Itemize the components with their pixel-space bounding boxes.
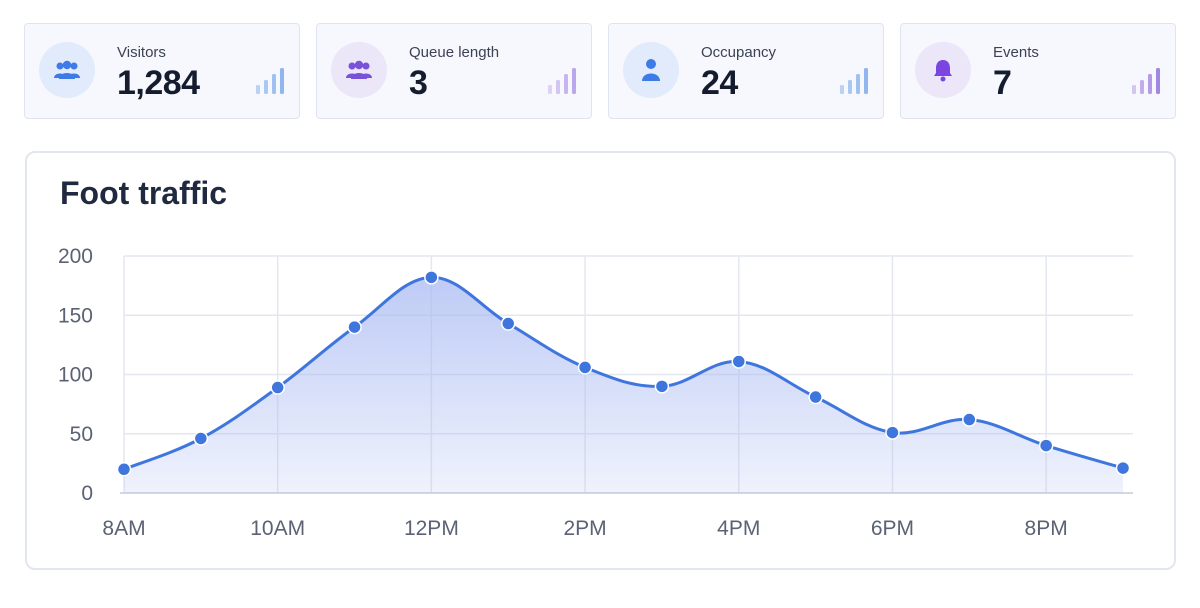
data-point (347, 319, 362, 335)
bar-chart-icon (548, 68, 576, 94)
data-point (885, 425, 900, 440)
kpi-value: 1,284 (117, 64, 200, 102)
y-tick-label: 150 (58, 304, 93, 327)
kpi-card-visitors[interactable]: Visitors 1,284 (24, 23, 300, 119)
kpi-card-events[interactable]: Events 7 (900, 23, 1176, 119)
data-point (116, 462, 132, 477)
x-tick-label: 8AM (102, 517, 145, 540)
kpi-value: 24 (701, 64, 738, 102)
y-tick-label: 0 (81, 482, 93, 505)
bar-chart-icon (1132, 68, 1160, 94)
chart-title: Foot traffic (60, 175, 228, 211)
user-icon (623, 42, 679, 98)
x-tick-label: 2PM (563, 517, 606, 540)
y-tick-label: 100 (58, 364, 93, 387)
data-point (731, 354, 747, 369)
users-icon (39, 42, 95, 98)
kpi-card-queue-length[interactable]: Queue length 3 (316, 23, 592, 119)
bell-icon (915, 42, 971, 98)
kpi-label: Queue length (409, 44, 500, 61)
data-point (270, 380, 285, 395)
kpi-value: 3 (409, 64, 428, 102)
series-area (124, 277, 1123, 493)
kpi-label: Visitors (117, 44, 166, 61)
data-point (654, 379, 670, 394)
foot-traffic-card: Foot traffic 0 50 100 150 200 8AM 10AM 12PM 2PM 4… (25, 151, 1176, 570)
bar-chart-icon (256, 68, 284, 94)
data-point (1038, 438, 1054, 453)
kpi-row: Visitors 1,284 Queue length 3 (24, 23, 1176, 119)
x-tick-label: 12PM (404, 517, 459, 540)
x-tick-label: 10AM (250, 517, 305, 540)
x-tick-label: 6PM (871, 517, 914, 540)
kpi-label: Events (993, 44, 1039, 61)
bar-chart-icon (840, 68, 868, 94)
data-point (500, 316, 516, 331)
kpi-label: Occupancy (701, 44, 777, 61)
x-tick-label: 4PM (717, 517, 760, 540)
data-point (577, 360, 593, 375)
data-point (424, 270, 439, 285)
foot-traffic-chart: 0 50 100 150 200 8AM 10AM 12PM 2PM 4PM 6PM 8PM (58, 245, 1133, 540)
x-tick-label: 8PM (1025, 517, 1068, 540)
users-icon (331, 42, 387, 98)
data-point (808, 389, 823, 405)
data-point (1115, 460, 1131, 476)
kpi-value: 7 (993, 64, 1012, 102)
data-point (193, 431, 209, 446)
y-tick-label: 50 (70, 423, 93, 446)
kpi-card-occupancy[interactable]: Occupancy 24 (608, 23, 884, 119)
data-point (962, 412, 977, 427)
y-tick-label: 200 (58, 245, 93, 268)
